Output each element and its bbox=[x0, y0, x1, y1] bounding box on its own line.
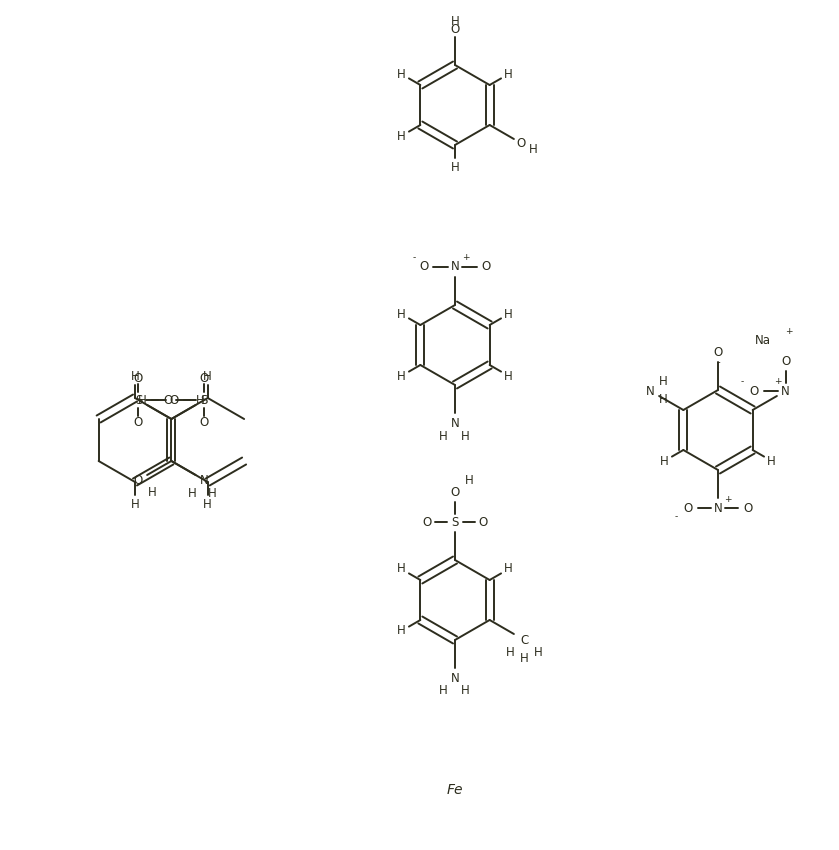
Text: -: - bbox=[741, 377, 744, 387]
Text: O: O bbox=[200, 416, 209, 428]
Text: O: O bbox=[134, 371, 143, 384]
Text: H: H bbox=[397, 129, 406, 143]
Text: H: H bbox=[504, 308, 513, 320]
Text: O: O bbox=[169, 394, 179, 406]
Text: N: N bbox=[714, 502, 722, 514]
Text: O: O bbox=[420, 260, 429, 274]
Text: H: H bbox=[506, 647, 514, 660]
Text: H: H bbox=[451, 161, 460, 173]
Text: H: H bbox=[188, 486, 196, 500]
Text: H: H bbox=[768, 455, 776, 468]
Text: H: H bbox=[659, 393, 668, 405]
Text: H: H bbox=[131, 497, 139, 511]
Text: -: - bbox=[675, 513, 678, 522]
Text: O: O bbox=[422, 515, 431, 529]
Text: +: + bbox=[724, 495, 732, 503]
Text: S: S bbox=[135, 394, 142, 406]
Text: +: + bbox=[462, 253, 470, 263]
Text: O: O bbox=[749, 384, 758, 398]
Text: H: H bbox=[439, 684, 447, 698]
Text: O: O bbox=[134, 416, 143, 428]
Text: N: N bbox=[200, 473, 209, 486]
Text: O: O bbox=[478, 515, 487, 529]
Text: H: H bbox=[203, 497, 212, 511]
Text: H: H bbox=[504, 370, 513, 382]
Text: H: H bbox=[451, 14, 460, 27]
Text: O: O bbox=[200, 371, 209, 384]
Text: H: H bbox=[534, 647, 543, 660]
Text: H: H bbox=[131, 370, 139, 382]
Text: H: H bbox=[504, 67, 513, 81]
Text: H: H bbox=[208, 486, 216, 500]
Text: +: + bbox=[774, 377, 781, 386]
Text: H: H bbox=[397, 370, 406, 382]
Text: H: H bbox=[196, 394, 205, 406]
Text: O: O bbox=[743, 502, 753, 514]
Text: H: H bbox=[397, 308, 406, 320]
Text: N: N bbox=[451, 416, 460, 429]
Text: O: O bbox=[684, 502, 693, 514]
Text: N: N bbox=[781, 384, 790, 398]
Text: C: C bbox=[520, 633, 529, 647]
Text: S: S bbox=[201, 394, 208, 406]
Text: H: H bbox=[461, 684, 469, 698]
Text: Fe: Fe bbox=[446, 783, 463, 797]
Text: H: H bbox=[504, 563, 513, 575]
Text: H: H bbox=[397, 67, 406, 81]
Text: H: H bbox=[461, 429, 469, 443]
Text: O: O bbox=[482, 260, 491, 274]
Text: N: N bbox=[451, 672, 460, 684]
Text: H: H bbox=[203, 370, 212, 382]
Text: -: - bbox=[717, 357, 720, 367]
Text: H: H bbox=[465, 473, 473, 486]
Text: O: O bbox=[516, 137, 525, 150]
Text: O: O bbox=[164, 394, 173, 406]
Text: Na: Na bbox=[755, 333, 771, 347]
Text: N: N bbox=[451, 260, 460, 274]
Text: O: O bbox=[713, 345, 722, 359]
Text: H: H bbox=[149, 485, 157, 498]
Text: O: O bbox=[781, 354, 790, 367]
Text: H: H bbox=[397, 625, 406, 638]
Text: O: O bbox=[451, 485, 460, 498]
Text: O: O bbox=[451, 22, 460, 36]
Text: H: H bbox=[138, 394, 147, 406]
Text: O: O bbox=[134, 473, 143, 486]
Text: +: + bbox=[785, 326, 793, 336]
Text: H: H bbox=[439, 429, 447, 443]
Text: H: H bbox=[659, 375, 668, 388]
Text: H: H bbox=[520, 651, 529, 665]
Text: S: S bbox=[451, 515, 459, 529]
Text: H: H bbox=[397, 563, 406, 575]
Text: H: H bbox=[660, 455, 669, 468]
Text: H: H bbox=[529, 143, 537, 156]
Text: -: - bbox=[413, 253, 415, 263]
Text: N: N bbox=[646, 384, 654, 398]
